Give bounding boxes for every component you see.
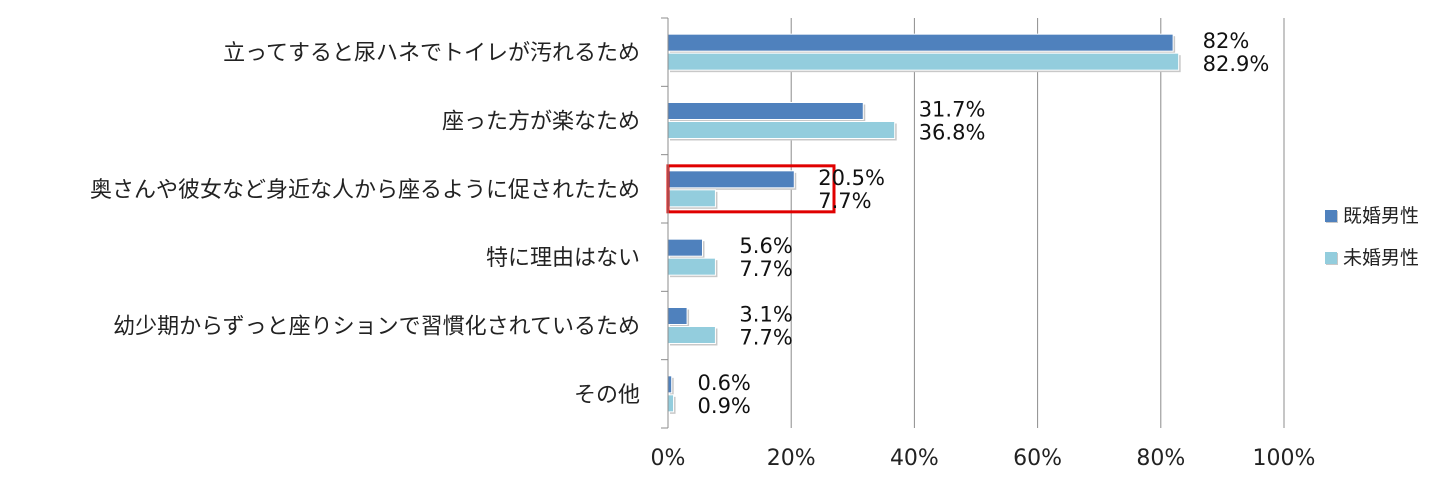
legend-swatch	[1325, 210, 1337, 222]
legend-swatch	[1325, 252, 1337, 264]
bar	[667, 121, 896, 139]
data-label: 20.5%	[818, 166, 885, 190]
bar	[667, 33, 1174, 52]
bars	[667, 33, 1181, 414]
data-label: 82%	[1203, 29, 1250, 53]
x-tick-label: 20%	[767, 446, 816, 471]
data-label: 82.9%	[1203, 52, 1270, 76]
data-label: 36.8%	[919, 121, 986, 145]
x-tick-label: 0%	[651, 446, 686, 471]
x-tick-label: 40%	[890, 446, 939, 471]
bar	[667, 170, 795, 189]
bar	[667, 307, 688, 325]
bar	[667, 189, 716, 208]
x-tick-label: 100%	[1253, 446, 1316, 471]
bar	[667, 394, 675, 413]
bar	[667, 326, 716, 344]
category-label: 奥さんや彼女など身近な人から座るように促されたため	[90, 178, 640, 203]
category-label: 座った方が楽なため	[442, 110, 640, 135]
category-labels: 立ってすると尿ハネでトイレが汚れるため座った方が楽なため奥さんや彼女など身近な人…	[90, 41, 640, 408]
data-label: 7.7%	[739, 257, 792, 281]
category-label: 幼少期からずっと座りションで習慣化されているため	[113, 315, 640, 340]
bar	[667, 375, 673, 394]
x-tick-label: 80%	[1136, 446, 1185, 471]
category-label: 特に理由はない	[486, 246, 640, 271]
category-label: 立ってすると尿ハネでトイレが汚れるため	[223, 41, 640, 66]
bar	[667, 257, 716, 276]
data-labels: 82%82.9%31.7%36.8%20.5%7.7%5.6%7.7%3.1%7…	[698, 29, 1270, 418]
gridlines	[790, 18, 1285, 428]
axes	[661, 17, 669, 429]
x-tick-labels: 0% 20% 40% 60% 80% 100%	[651, 446, 1316, 471]
category-label: その他	[574, 383, 640, 408]
bar	[667, 238, 703, 257]
data-label: 0.6%	[698, 371, 751, 395]
data-label: 5.6%	[739, 234, 792, 258]
x-tick-label: 60%	[1013, 446, 1062, 471]
bar	[667, 52, 1180, 71]
bar	[667, 102, 864, 120]
legend-label: 未婚男性	[1343, 247, 1419, 269]
data-label: 7.7%	[739, 326, 792, 350]
data-label: 7.7%	[818, 189, 871, 213]
data-label: 3.1%	[739, 303, 792, 327]
data-label: 0.9%	[698, 394, 751, 418]
data-label: 31.7%	[919, 98, 986, 122]
legend-label: 既婚男性	[1343, 205, 1419, 227]
